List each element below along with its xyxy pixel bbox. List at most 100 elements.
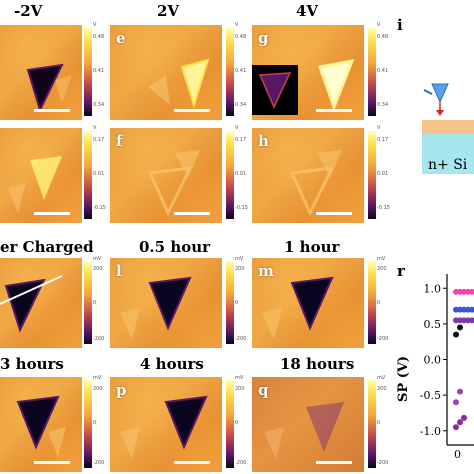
title-minus-2v: -2V (14, 2, 43, 20)
probe-tip-icon (423, 83, 449, 116)
colorbar-unit: mV (93, 256, 102, 262)
panel-letter: q (258, 381, 269, 399)
colorbar-tick: 0.41 (377, 68, 389, 74)
colorbar-tick: 0.17 (93, 137, 105, 143)
colorbar-tick: 0.48 (235, 34, 247, 40)
colorbar (84, 261, 92, 344)
colorbar-tick: -200 (377, 460, 389, 466)
colorbar-tick: 0.01 (235, 171, 247, 177)
colorbar-tick: 0.34 (377, 102, 389, 108)
colorbar (368, 28, 376, 116)
colorbar-tick: -200 (235, 460, 247, 466)
faint-triangle (289, 150, 342, 217)
panel-letter: g (258, 29, 269, 47)
bright-triangle (148, 58, 210, 109)
panel-l: l (110, 258, 222, 348)
dark-triangle (262, 276, 334, 340)
colorbar-unit: mV (235, 256, 244, 262)
colorbar-unit: mV (377, 256, 386, 262)
colorbar-unit: V (235, 125, 239, 131)
panel-letter: f (116, 132, 123, 150)
device-label: n+ Si (428, 157, 468, 173)
colorbar (226, 261, 234, 344)
colorbar (226, 131, 234, 219)
bright-triangle (318, 59, 355, 112)
panel-row3-left (0, 258, 82, 348)
colorbar (226, 380, 234, 468)
colorbar-tick: -0.15 (93, 205, 106, 211)
panel-h: h (252, 128, 364, 223)
chart-ylabel: SP (V) (396, 355, 411, 402)
dark-triangle (120, 276, 192, 340)
colorbar-unit: V (93, 125, 97, 131)
data-point (469, 288, 474, 295)
scale-bar (34, 461, 70, 464)
title-0-5-hour: 0.5 hour (139, 238, 211, 256)
panel-letter: l (116, 262, 122, 280)
colorbar-tick: 0 (93, 420, 97, 426)
colorbar (368, 131, 376, 219)
colorbar-tick: -0.15 (235, 205, 248, 211)
colorbar (84, 131, 92, 219)
colorbar-unit: mV (235, 375, 244, 381)
panel-row4-left (0, 377, 82, 472)
scale-bar (34, 109, 70, 112)
colorbar-tick: 200 (377, 266, 387, 272)
colorbar-tick: 0.17 (235, 137, 247, 143)
title-18-hours: 18 hours (280, 355, 355, 373)
colorbar (226, 28, 234, 116)
faded-triangle (264, 402, 344, 459)
x-tick-label: 0 (454, 448, 461, 460)
panel-minus-2v (0, 25, 82, 120)
dark-triangle (0, 275, 63, 333)
colorbar-unit: mV (377, 375, 386, 381)
colorbar (368, 380, 376, 468)
y-tick-label: -0.5 (420, 389, 441, 402)
colorbar-tick: 0.48 (93, 34, 105, 40)
panel-letter-i: i (397, 16, 403, 34)
colorbar-tick: 0 (377, 420, 381, 426)
panel-e: e (110, 25, 222, 120)
dark-triangle (26, 63, 72, 113)
title-1-hour: 1 hour (284, 238, 340, 256)
colorbar-tick: 0.01 (377, 171, 389, 177)
inset-image (252, 65, 298, 115)
panel-m: m (252, 258, 364, 348)
sample-layer (422, 120, 474, 134)
panel-q: q (252, 377, 364, 472)
scale-bar (174, 212, 210, 215)
scale-bar (34, 212, 70, 215)
title-4-hours: 4 hours (140, 355, 204, 373)
y-tick-label: 0.0 (424, 354, 442, 367)
colorbar-unit: V (377, 125, 381, 131)
scale-bar (316, 212, 352, 215)
colorbar (84, 380, 92, 468)
colorbar-tick: 0 (235, 300, 239, 306)
data-point (453, 424, 459, 431)
scale-bar (174, 109, 210, 112)
panel-letter: e (116, 29, 126, 47)
substrate-layer (422, 134, 474, 174)
y-tick-label: -1.0 (420, 425, 441, 438)
data-point (457, 324, 463, 331)
colorbar-tick: 0 (377, 300, 381, 306)
colorbar-tick: 200 (377, 386, 387, 392)
inset-triangle (258, 72, 292, 109)
colorbar-tick: 0.41 (235, 68, 247, 74)
scale-bar (316, 461, 352, 464)
title-after-charged: er Charged (0, 238, 94, 256)
sp-chart: 1.0 0.5 0.0 -0.5 -1.0 0 (420, 274, 474, 460)
scale-bar (174, 461, 210, 464)
panel-letter: m (258, 262, 274, 280)
y-tick-label: 0.5 (424, 318, 442, 331)
data-point (461, 414, 467, 421)
dark-triangle (120, 395, 208, 459)
colorbar-tick: 200 (93, 266, 103, 272)
title-2v: 2V (157, 2, 180, 20)
panel-p: p (110, 377, 222, 472)
y-tick-label: 1.0 (424, 282, 442, 295)
panel-g: g (252, 25, 364, 120)
colorbar-tick: 0 (235, 420, 239, 426)
colorbar-tick: 200 (93, 386, 103, 392)
colorbar (368, 261, 376, 344)
